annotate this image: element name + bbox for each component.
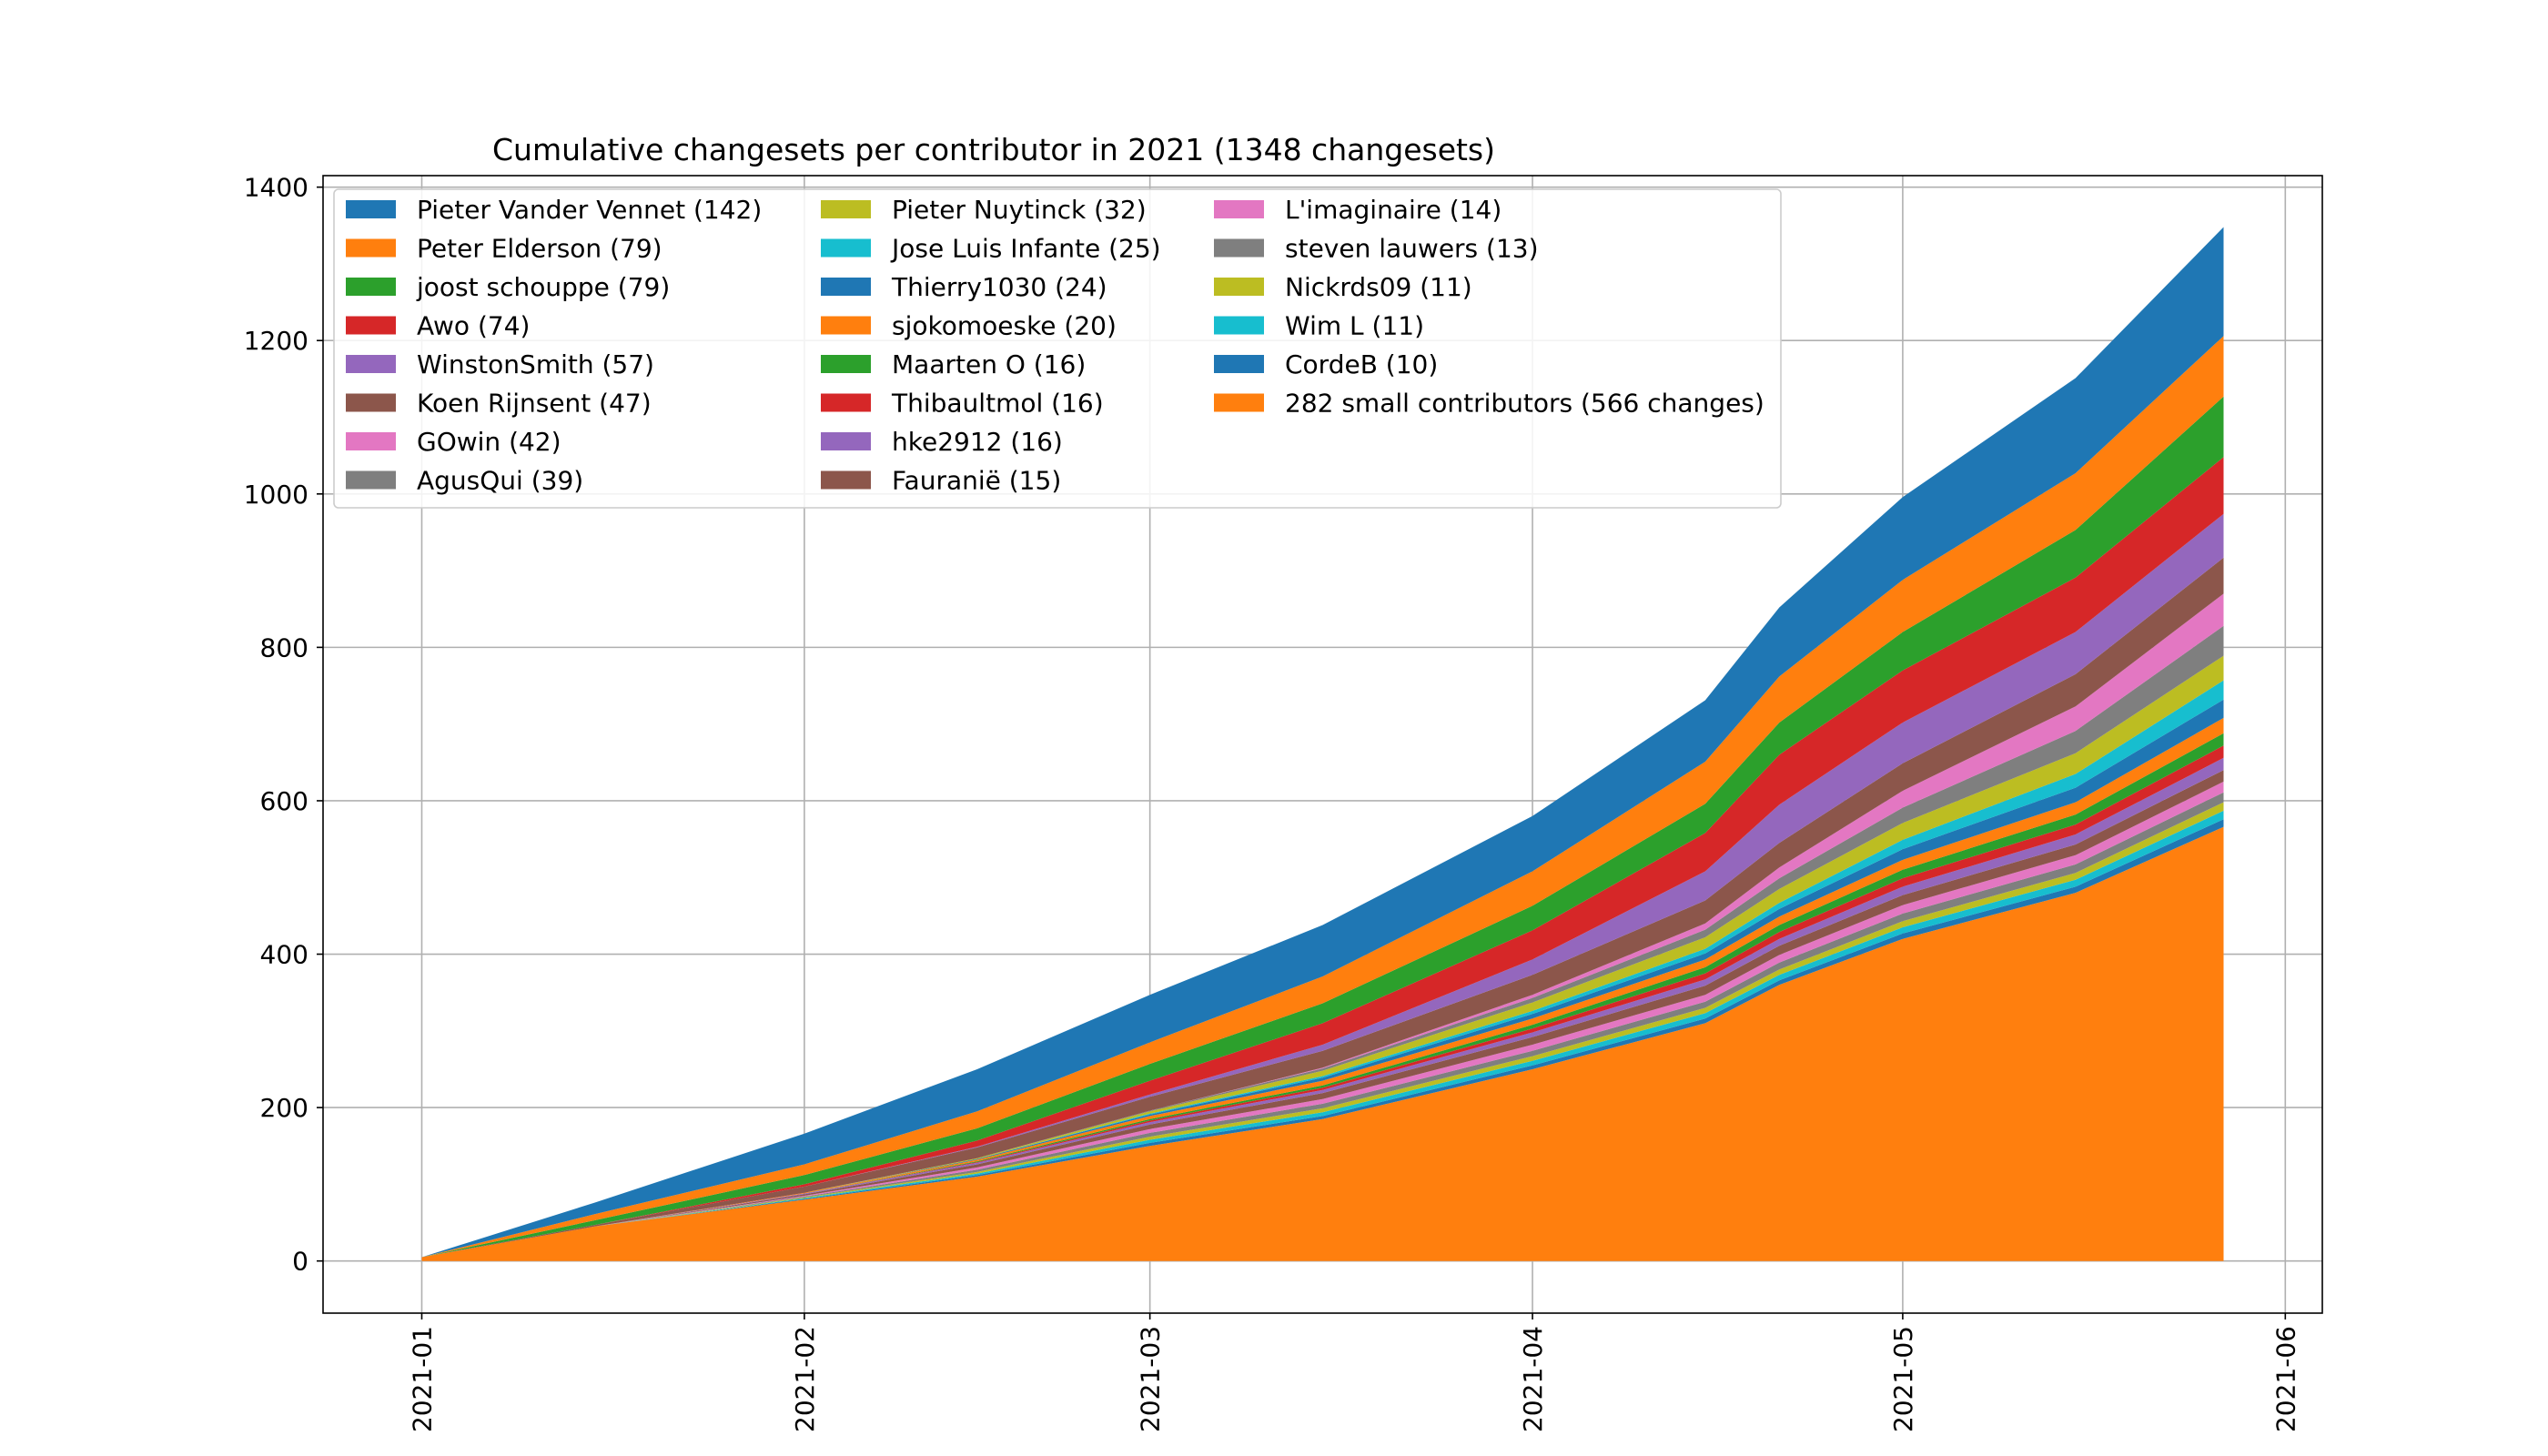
legend-label: CordeB (10) [1285,349,1438,379]
legend-label: Fauraniё (15) [892,466,1061,496]
x-tick-label: 2021-06 [2270,1326,2300,1432]
x-tick-label: 2021-04 [1518,1326,1548,1432]
legend-label: Wim L (11) [1285,311,1424,341]
legend-swatch [1214,316,1264,335]
legend-swatch [1214,355,1264,373]
axes: 0 200 400 600 800 1000 1200 1400 2021-01 2021-02 2… [244,173,2323,1432]
y-tick-label: 800 [260,632,308,662]
legend-swatch [821,355,871,373]
x-tick-label: 2021-05 [1888,1326,1918,1432]
legend-swatch [1214,393,1264,412]
y-tick-label: 400 [260,940,308,970]
plot-frame [322,175,2323,1314]
legend-swatch [1214,238,1264,258]
chart-title: Cumulative changesets per contributor in… [492,132,1495,167]
legend-label: joost schouppe (79) [416,272,670,302]
legend: Pieter Vander Vennet (142) Peter Elderson… [333,188,1782,509]
series-area: 282 small contributors (566 changes) [421,826,2224,1261]
legend-swatch [346,432,396,450]
legend-label: Pieter Vander Vennet (142) [417,195,762,225]
y-tick-label: 1000 [244,480,308,510]
legend-swatch [346,200,396,218]
legend-label: L'imaginaire (14) [1285,195,1502,225]
y-tick-label: 1200 [244,326,308,356]
x-tick-label: 2021-02 [790,1326,820,1432]
legend-label: Maarten O (16) [892,349,1086,379]
legend-swatch [346,316,396,335]
legend-label: Awo (74) [417,311,530,341]
legend-label: Jose Luis Infante (25) [890,234,1161,264]
legend-swatch [1214,278,1264,296]
y-tick-label: 600 [260,786,308,816]
legend-swatch [821,393,871,412]
legend-label: GOwin (42) [417,427,561,457]
legend-label: WinstonSmith (57) [417,349,654,379]
legend-swatch [821,470,871,490]
legend-label: Thibaultmol (16) [891,389,1104,419]
legend-label: hke2912 (16) [892,427,1063,457]
legend-label: steven lauwers (13) [1285,234,1539,264]
legend-label: Thierry1030 (24) [891,272,1107,302]
legend-swatch [821,238,871,258]
legend-label: Nickrds09 (11) [1285,272,1472,302]
legend-swatch [1214,200,1264,218]
series-areas: 282 small contributors (566 changes) Cord… [421,227,2224,1261]
legend-swatch [821,432,871,450]
x-tick-label: 2021-01 [407,1326,437,1432]
legend-label: 282 small contributors (566 changes) [1285,389,1764,419]
legend-swatch [821,200,871,218]
y-tick-label: 0 [292,1247,308,1277]
y-tick-label: 1400 [244,173,308,203]
legend-swatch [821,316,871,335]
legend-swatch [346,470,396,490]
legend-swatch [346,278,396,296]
x-tick-label: 2021-03 [1136,1326,1166,1432]
legend-label: Koen Rijnsent (47) [417,389,652,419]
legend-label: AgusQui (39) [417,466,583,496]
legend-label: Pieter Nuytinck (32) [892,195,1147,225]
legend-swatch [346,355,396,373]
legend-swatch [346,393,396,412]
legend-swatch [821,278,871,296]
legend-swatch [346,238,396,258]
legend-box [333,188,1782,509]
y-tick-label: 200 [260,1093,308,1123]
legend-label: sjokomoeske (20) [892,311,1117,341]
legend-label: Peter Elderson (79) [417,234,662,264]
